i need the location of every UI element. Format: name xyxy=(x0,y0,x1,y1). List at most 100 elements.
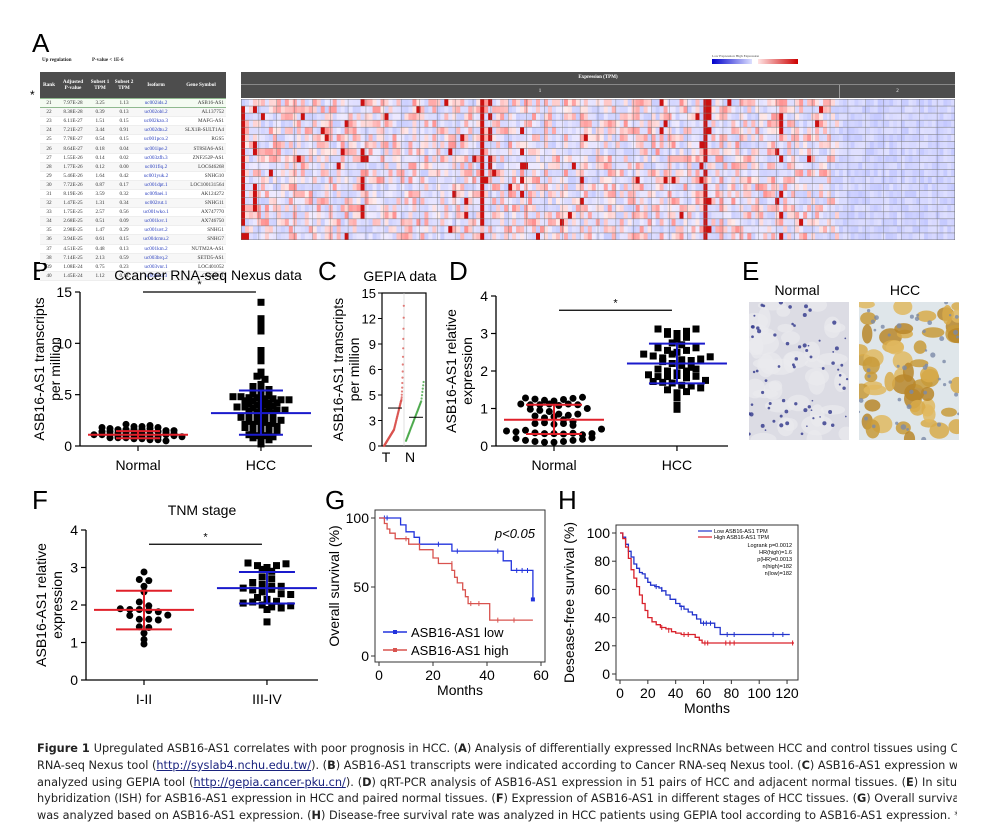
heatmap-cell xyxy=(916,204,921,212)
isoform-link[interactable]: uc001wko.1 xyxy=(136,207,176,218)
heatmap-cell xyxy=(320,113,326,121)
heatmap-cell xyxy=(496,162,501,170)
isoform-link[interactable]: uc001ipe.2 xyxy=(136,143,176,154)
heatmap-cell xyxy=(543,183,549,191)
data-point-hcc xyxy=(249,434,257,442)
heatmap-cell xyxy=(292,183,298,191)
heatmap-cell xyxy=(492,106,497,114)
heatmap-cell xyxy=(252,211,258,219)
heatmap-cell xyxy=(272,225,278,233)
heatmap-cell xyxy=(444,113,449,121)
heatmap-cell xyxy=(504,148,509,156)
heatmap-cell xyxy=(376,134,381,142)
heatmap-cell xyxy=(448,183,453,191)
heatmap-cell xyxy=(763,162,768,170)
heatmap-cell xyxy=(862,155,867,163)
heatmap-cell xyxy=(336,169,341,177)
isoform-link[interactable]: uc001kvr.1 xyxy=(136,216,176,227)
data-point-hcc xyxy=(687,357,695,364)
data-point-hcc xyxy=(678,381,686,389)
heatmap-cell xyxy=(803,169,808,177)
heatmap-cell xyxy=(893,127,898,135)
isoform-link[interactable]: uc002rxi.3 xyxy=(136,271,176,281)
heatmap-cell xyxy=(508,134,513,142)
heatmap-cell xyxy=(336,218,341,226)
col-isoform: Isoform xyxy=(136,72,176,99)
caption-link[interactable]: http://syslab4.nchu.edu.tw/ xyxy=(156,758,312,772)
heatmap-cell xyxy=(396,106,401,114)
heatmap-cell xyxy=(563,190,569,198)
isoform-link[interactable]: uc001uvt.2 xyxy=(136,225,176,236)
heatmap-cell xyxy=(452,99,457,107)
heatmap-cell xyxy=(783,197,788,205)
heatmap-cell xyxy=(432,162,437,170)
caption-link[interactable]: http://gepia.cancer-pku.cn/ xyxy=(193,775,346,789)
heatmap-cell xyxy=(360,232,365,240)
isoform-link[interactable]: uc004cmu.2 xyxy=(136,234,176,245)
heatmap-cell xyxy=(799,225,804,233)
heatmap-cell xyxy=(524,148,529,156)
isoform-link[interactable]: uc001pco.2 xyxy=(136,134,176,145)
heatmap-cell xyxy=(496,141,501,149)
isoform-link[interactable]: uc003brq.2 xyxy=(136,253,176,263)
heatmap-cell xyxy=(428,197,433,205)
panel-ref: G xyxy=(857,792,867,806)
heatmap-cell xyxy=(380,190,385,198)
heatmap-cell xyxy=(472,99,477,107)
heatmap-cell xyxy=(823,148,828,156)
heatmap-cell xyxy=(547,120,553,128)
isoform-link[interactable]: uc002obl.2 xyxy=(136,107,176,118)
pvalue-cell: 8.38E-28 xyxy=(58,107,88,118)
heatmap-cell xyxy=(559,162,565,170)
heatmap-cell xyxy=(927,120,933,128)
isoform-link[interactable]: uc003zfh.3 xyxy=(136,153,176,163)
heatmap-cell xyxy=(900,155,906,163)
heatmap-cell xyxy=(440,155,445,163)
heatmap-cell xyxy=(791,176,796,184)
heatmap-cell xyxy=(599,99,605,107)
heatmap-cell xyxy=(575,225,581,233)
isoform-link[interactable]: uc001fiq.2 xyxy=(136,162,176,172)
heatmap-cell xyxy=(464,141,469,149)
heatmap-cell xyxy=(703,99,708,107)
heatmap-cell xyxy=(935,120,940,128)
heatmap-cell xyxy=(520,113,525,121)
heatmap-cell xyxy=(854,141,859,149)
heatmap-cell xyxy=(496,176,501,184)
heatmap-cell xyxy=(268,190,274,198)
heatmap-cell xyxy=(659,134,664,142)
heatmap-cell xyxy=(763,120,768,128)
heatmap-cell xyxy=(763,155,768,163)
heatmap-cell xyxy=(599,204,605,212)
isoform-link[interactable]: uc001yuk.2 xyxy=(136,171,176,181)
heatmap-cell xyxy=(516,197,521,205)
heatmap-cell xyxy=(268,148,274,156)
heatmap-cell xyxy=(759,99,764,107)
data-point-hcc xyxy=(649,352,657,360)
heatmap-cell xyxy=(873,113,878,121)
heatmap-cell xyxy=(943,99,948,107)
heatmap-cell xyxy=(268,197,274,205)
heatmap-cell xyxy=(603,141,609,149)
plot-frame xyxy=(374,509,546,663)
isoform-link[interactable]: uc002kzo.3 xyxy=(136,116,176,127)
isoform-link[interactable]: uc002ids.2 xyxy=(136,97,176,109)
isoform-link[interactable]: uc002dtu.2 xyxy=(136,125,176,136)
heatmap-cell xyxy=(316,134,322,142)
heatmap-cell xyxy=(436,141,441,149)
isoform-link[interactable]: uc003vnr.1 xyxy=(136,262,176,272)
heatmap-cell xyxy=(496,106,501,114)
heatmap-cell xyxy=(260,141,266,149)
heatmap-cell xyxy=(747,148,752,156)
heatmap-cell xyxy=(611,113,617,121)
isoform-link[interactable]: uc001km.2 xyxy=(136,244,176,254)
isoform-link[interactable]: uc002rut.1 xyxy=(136,198,176,209)
heatmap-cell xyxy=(691,106,696,114)
heatmap-cell xyxy=(587,127,593,135)
heatmap-cell xyxy=(889,134,894,142)
heatmap-cell xyxy=(352,134,357,142)
isoform-link[interactable]: uc009aei.1 xyxy=(136,189,176,200)
heatmap-cell xyxy=(751,197,756,205)
heatmap-cell xyxy=(735,169,740,177)
isoform-link[interactable]: uc001dpt.1 xyxy=(136,180,176,190)
